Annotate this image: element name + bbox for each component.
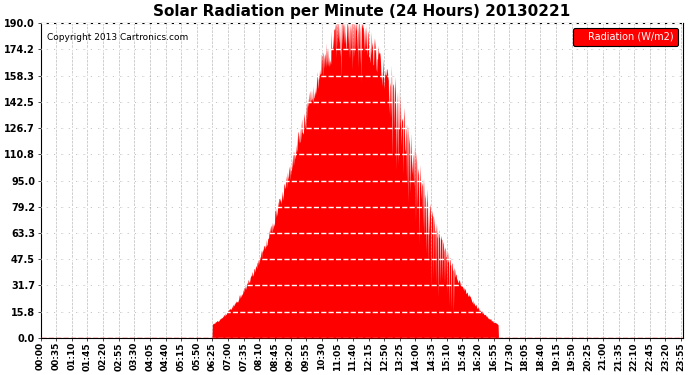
Legend: Radiation (W/m2): Radiation (W/m2) — [573, 28, 678, 46]
Text: Copyright 2013 Cartronics.com: Copyright 2013 Cartronics.com — [47, 33, 188, 42]
Title: Solar Radiation per Minute (24 Hours) 20130221: Solar Radiation per Minute (24 Hours) 20… — [153, 4, 571, 19]
